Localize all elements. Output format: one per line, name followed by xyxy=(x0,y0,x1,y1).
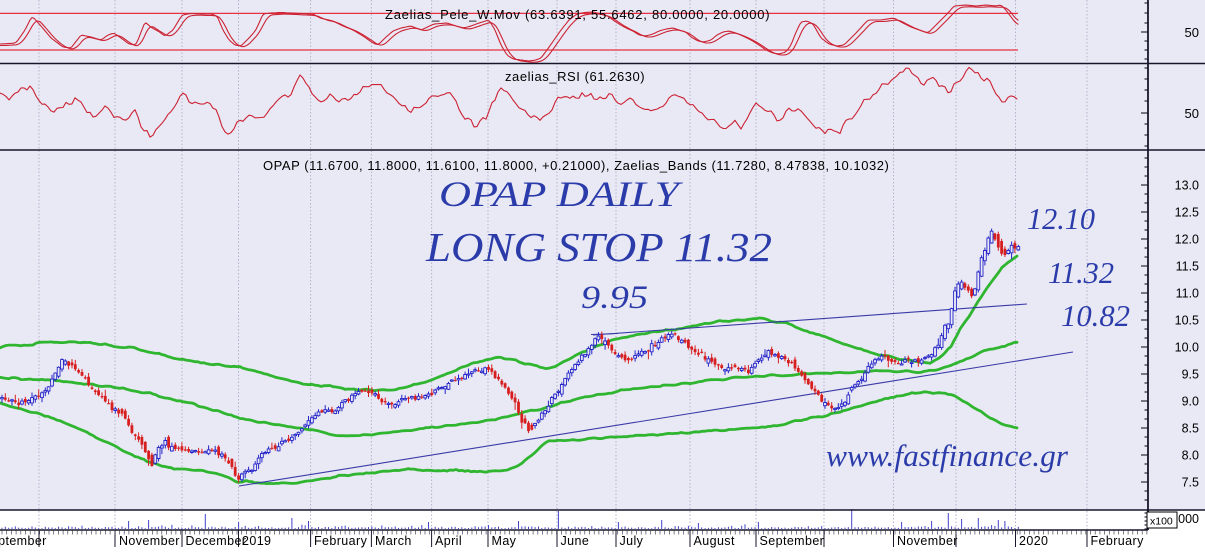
svg-text:8.5: 8.5 xyxy=(1182,422,1199,436)
svg-text:x100: x100 xyxy=(1150,516,1173,528)
svg-text:12.10: 12.10 xyxy=(1027,201,1095,236)
svg-text:February: February xyxy=(314,534,368,548)
svg-text:12.0: 12.0 xyxy=(1175,233,1199,247)
svg-text:November: November xyxy=(897,534,958,548)
svg-text:13.0: 13.0 xyxy=(1175,179,1199,193)
svg-text:000: 000 xyxy=(1178,512,1199,526)
svg-text:11.0: 11.0 xyxy=(1176,287,1199,301)
svg-text:10.0: 10.0 xyxy=(1175,341,1199,355)
svg-text:7.5: 7.5 xyxy=(1182,476,1199,490)
svg-text:November: November xyxy=(119,534,180,548)
svg-text:12.5: 12.5 xyxy=(1175,206,1199,220)
svg-text:OPAP (11.6700, 11.8000, 11.610: OPAP (11.6700, 11.8000, 11.6100, 11.8000… xyxy=(263,158,889,173)
svg-text:September: September xyxy=(0,534,47,548)
svg-text:9.0: 9.0 xyxy=(1182,395,1199,409)
svg-text:February: February xyxy=(1091,534,1145,548)
svg-text:10.82: 10.82 xyxy=(1061,298,1130,333)
svg-text:11.5: 11.5 xyxy=(1176,260,1199,274)
svg-text:June: June xyxy=(561,534,590,548)
svg-text:Zaelias_Pele_W.Mov (63.6391, 5: Zaelias_Pele_W.Mov (63.6391, 55.6462, 80… xyxy=(385,7,770,22)
svg-text:11.32: 11.32 xyxy=(1048,255,1114,290)
svg-text:September: September xyxy=(760,534,825,548)
svg-text:July: July xyxy=(620,534,644,548)
svg-text:LONG STOP 11.32: LONG STOP 11.32 xyxy=(425,224,772,270)
svg-text:OPAP DAILY: OPAP DAILY xyxy=(439,174,684,214)
svg-text:May: May xyxy=(492,534,517,548)
svg-text:March: March xyxy=(375,534,412,548)
svg-text:2019: 2019 xyxy=(242,534,271,548)
svg-text:December: December xyxy=(186,534,247,548)
svg-text:April: April xyxy=(435,534,462,548)
svg-text:50: 50 xyxy=(1185,106,1199,121)
svg-text:50: 50 xyxy=(1185,25,1199,40)
svg-text:8.0: 8.0 xyxy=(1182,449,1199,463)
svg-text:2020: 2020 xyxy=(1019,534,1048,548)
svg-text:9.5: 9.5 xyxy=(1182,368,1199,382)
svg-text:zaelias_RSI (61.2630): zaelias_RSI (61.2630) xyxy=(505,69,645,84)
svg-text:www.fastfinance.gr: www.fastfinance.gr xyxy=(826,438,1069,473)
svg-text:August: August xyxy=(694,534,735,548)
svg-text:9.95: 9.95 xyxy=(581,280,648,316)
svg-text:10.5: 10.5 xyxy=(1175,314,1199,328)
